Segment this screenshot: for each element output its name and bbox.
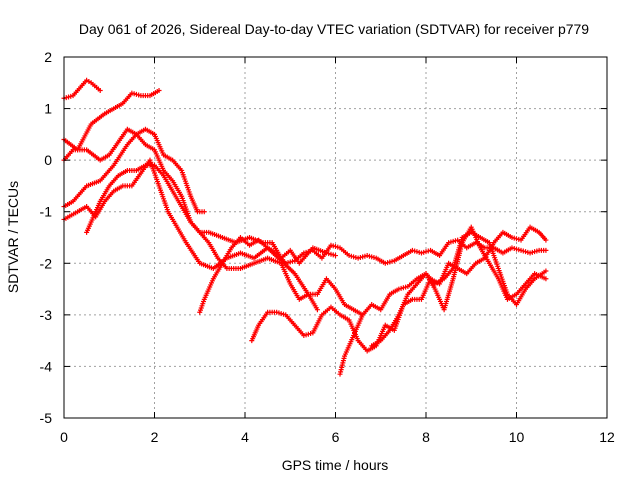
data-point	[201, 209, 207, 215]
series-line	[63, 133, 336, 264]
data-point	[543, 237, 549, 243]
x-tick-label: 10	[509, 429, 525, 445]
y-tick-label: -3	[40, 307, 53, 323]
data-point	[543, 268, 549, 274]
y-tick-label: 1	[44, 101, 52, 117]
series-arc-2	[61, 88, 162, 153]
chart-title: Day 061 of 2026, Sidereal Day-to-day VTE…	[79, 21, 589, 37]
y-tick-label: -4	[40, 358, 53, 374]
data-point	[333, 253, 338, 259]
y-tick-label: 0	[44, 152, 52, 168]
series-arc-3	[61, 126, 207, 215]
y-tick-label: 2	[44, 49, 52, 65]
x-tick-label: 2	[151, 429, 159, 445]
y-tick-label: -1	[40, 204, 53, 220]
grid-layer	[64, 57, 607, 418]
series-arc-10	[369, 224, 549, 349]
y-axis-label: SDTVAR / TECUs	[5, 181, 21, 293]
x-tick-label: 6	[332, 429, 340, 445]
y-tick-label: -2	[40, 255, 53, 271]
series-line	[371, 226, 547, 347]
data-point	[97, 88, 103, 94]
data-point	[543, 247, 549, 253]
x-tick-label: 8	[422, 429, 430, 445]
y-tick-label: -5	[40, 410, 53, 426]
data-point	[543, 276, 549, 282]
x-tick-label: 0	[60, 429, 68, 445]
data-point	[314, 307, 320, 313]
data-point	[156, 88, 162, 94]
series-arc-1	[61, 77, 103, 101]
series-arc-6	[84, 162, 366, 318]
x-tick-label: 12	[599, 429, 615, 445]
x-axis-label: GPS time / hours	[282, 457, 389, 473]
series-layer	[61, 77, 549, 377]
x-tick-label: 4	[241, 429, 249, 445]
series-line	[63, 159, 319, 311]
